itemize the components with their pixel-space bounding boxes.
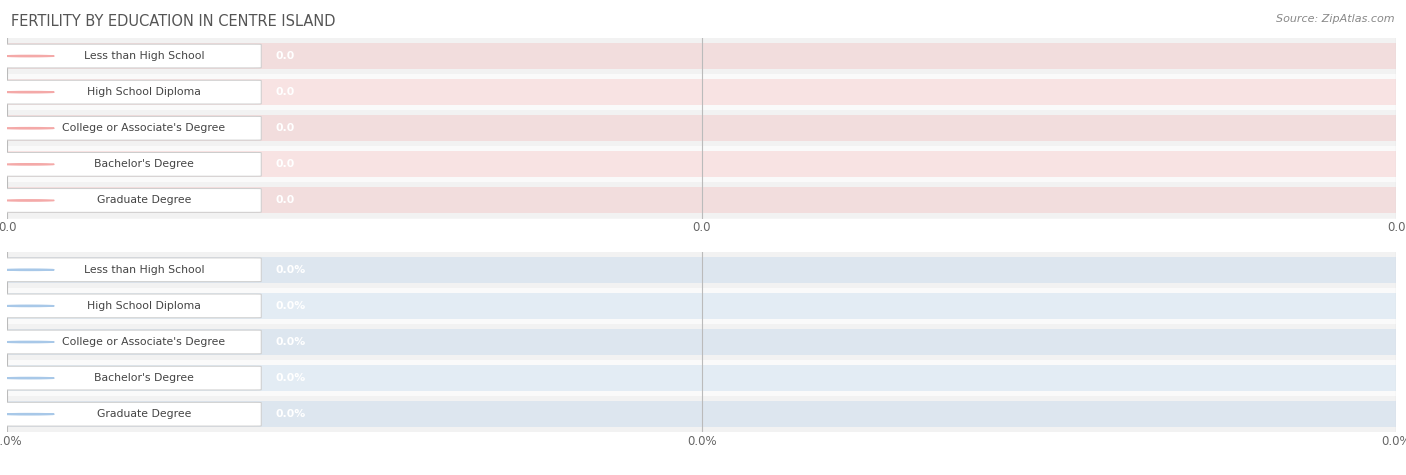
Text: Graduate Degree: Graduate Degree <box>97 409 191 419</box>
Bar <box>7 43 1396 69</box>
FancyBboxPatch shape <box>4 294 262 318</box>
FancyBboxPatch shape <box>4 44 262 68</box>
Text: 0.0: 0.0 <box>276 159 294 170</box>
Bar <box>7 288 1396 324</box>
Bar <box>7 293 1396 319</box>
Text: Less than High School: Less than High School <box>83 265 204 275</box>
Text: Less than High School: Less than High School <box>83 51 204 61</box>
Text: Bachelor's Degree: Bachelor's Degree <box>94 159 194 170</box>
Bar <box>7 401 1396 427</box>
Bar <box>7 396 1396 432</box>
Text: FERTILITY BY EDUCATION IN CENTRE ISLAND: FERTILITY BY EDUCATION IN CENTRE ISLAND <box>11 14 336 29</box>
Bar <box>7 252 1396 288</box>
Text: High School Diploma: High School Diploma <box>87 87 201 97</box>
Bar <box>7 110 1396 146</box>
FancyBboxPatch shape <box>4 258 262 282</box>
FancyBboxPatch shape <box>4 152 262 176</box>
Circle shape <box>4 56 55 57</box>
Text: 0.0%: 0.0% <box>276 373 305 383</box>
Bar <box>7 38 1396 74</box>
Circle shape <box>4 414 55 415</box>
Bar <box>7 365 1396 391</box>
Circle shape <box>4 128 55 129</box>
Bar <box>7 79 1396 105</box>
Text: 0.0%: 0.0% <box>276 337 305 347</box>
Circle shape <box>4 269 55 270</box>
Text: 0.0: 0.0 <box>276 51 294 61</box>
Bar <box>7 146 1396 182</box>
Circle shape <box>4 92 55 93</box>
FancyBboxPatch shape <box>4 330 262 354</box>
Text: 0.0: 0.0 <box>276 195 294 206</box>
FancyBboxPatch shape <box>4 80 262 104</box>
Bar <box>7 115 1396 141</box>
Text: Source: ZipAtlas.com: Source: ZipAtlas.com <box>1277 14 1395 24</box>
Text: 0.0: 0.0 <box>276 123 294 133</box>
Bar <box>7 257 1396 283</box>
Text: 0.0%: 0.0% <box>276 409 305 419</box>
Circle shape <box>4 200 55 201</box>
Text: College or Associate's Degree: College or Associate's Degree <box>62 123 225 133</box>
Text: High School Diploma: High School Diploma <box>87 301 201 311</box>
Bar <box>7 324 1396 360</box>
Text: 0.0%: 0.0% <box>276 265 305 275</box>
Circle shape <box>4 305 55 306</box>
Circle shape <box>4 164 55 165</box>
Bar <box>7 329 1396 355</box>
Bar <box>7 74 1396 110</box>
FancyBboxPatch shape <box>4 116 262 140</box>
Text: 0.0%: 0.0% <box>276 301 305 311</box>
Bar <box>7 188 1396 213</box>
Bar <box>7 152 1396 177</box>
Text: Bachelor's Degree: Bachelor's Degree <box>94 373 194 383</box>
FancyBboxPatch shape <box>4 189 262 212</box>
Bar <box>7 360 1396 396</box>
Text: Graduate Degree: Graduate Degree <box>97 195 191 206</box>
Circle shape <box>4 378 55 379</box>
FancyBboxPatch shape <box>4 366 262 390</box>
FancyBboxPatch shape <box>4 402 262 426</box>
Bar <box>7 182 1396 218</box>
Text: College or Associate's Degree: College or Associate's Degree <box>62 337 225 347</box>
Text: 0.0: 0.0 <box>276 87 294 97</box>
